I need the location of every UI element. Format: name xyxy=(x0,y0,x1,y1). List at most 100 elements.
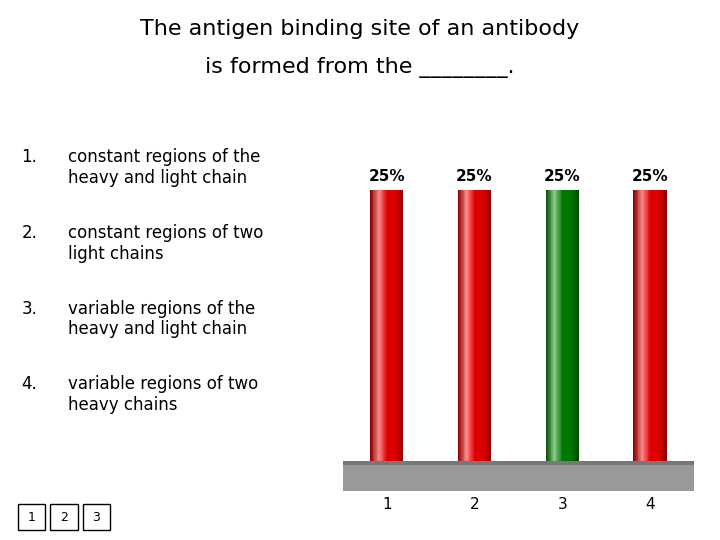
Text: 25%: 25% xyxy=(631,170,668,185)
Bar xyxy=(485,190,486,464)
Bar xyxy=(567,190,568,464)
Bar xyxy=(568,190,569,464)
Bar xyxy=(469,190,470,464)
Bar xyxy=(562,190,563,464)
Bar xyxy=(479,190,480,464)
Text: 3: 3 xyxy=(93,511,100,524)
Bar xyxy=(466,190,467,464)
Bar xyxy=(639,190,640,464)
Bar xyxy=(483,190,484,464)
Bar xyxy=(643,190,644,464)
Bar xyxy=(471,190,472,464)
Bar xyxy=(546,190,547,464)
Bar xyxy=(490,190,491,464)
Bar xyxy=(370,190,371,464)
Bar xyxy=(661,190,662,464)
Bar xyxy=(556,190,557,464)
Bar xyxy=(387,190,388,464)
Bar xyxy=(663,190,665,464)
Text: 25%: 25% xyxy=(369,170,405,185)
Bar xyxy=(375,190,376,464)
Text: is formed from the ________.: is formed from the ________. xyxy=(205,57,515,78)
Bar xyxy=(652,190,654,464)
Bar xyxy=(557,190,558,464)
Bar xyxy=(383,190,384,464)
Bar xyxy=(486,190,487,464)
Bar xyxy=(651,190,652,464)
Bar xyxy=(388,190,390,464)
Bar xyxy=(397,190,398,464)
Bar xyxy=(563,190,564,464)
Bar xyxy=(575,190,576,464)
Bar xyxy=(379,190,380,464)
Bar xyxy=(378,190,379,464)
Bar xyxy=(381,190,382,464)
Text: 1: 1 xyxy=(28,511,35,524)
Bar xyxy=(650,190,651,464)
Bar xyxy=(390,190,391,464)
Bar xyxy=(564,190,566,464)
Bar xyxy=(574,190,575,464)
Bar xyxy=(371,190,372,464)
Bar xyxy=(462,190,463,464)
Bar xyxy=(645,190,646,464)
Bar xyxy=(398,190,399,464)
Bar xyxy=(571,190,572,464)
Bar xyxy=(474,190,475,464)
Bar xyxy=(576,190,577,464)
Bar xyxy=(553,190,554,464)
Bar xyxy=(572,190,573,464)
Bar xyxy=(644,190,645,464)
Bar xyxy=(376,190,377,464)
Text: 25%: 25% xyxy=(544,170,580,185)
Bar xyxy=(343,461,694,465)
Text: 1.: 1. xyxy=(22,148,37,166)
Bar xyxy=(489,190,490,464)
Bar xyxy=(478,190,479,464)
Bar xyxy=(636,190,638,464)
Bar xyxy=(465,190,466,464)
Bar xyxy=(343,464,694,491)
Bar xyxy=(634,190,635,464)
Bar xyxy=(660,190,661,464)
Bar xyxy=(470,190,471,464)
Text: The antigen binding site of an antibody: The antigen binding site of an antibody xyxy=(140,19,580,39)
Bar xyxy=(460,190,461,464)
Bar xyxy=(386,190,387,464)
Bar xyxy=(641,190,642,464)
Bar xyxy=(395,190,396,464)
Bar xyxy=(647,190,649,464)
Bar xyxy=(391,190,392,464)
Bar xyxy=(558,190,559,464)
Bar xyxy=(656,190,657,464)
Bar xyxy=(464,190,465,464)
Text: 2: 2 xyxy=(60,511,68,524)
Text: constant regions of the
heavy and light chain: constant regions of the heavy and light … xyxy=(68,148,261,187)
Bar xyxy=(482,190,483,464)
Bar xyxy=(468,190,469,464)
Bar xyxy=(481,190,482,464)
Bar xyxy=(550,190,551,464)
Bar xyxy=(659,190,660,464)
Bar xyxy=(577,190,578,464)
Bar xyxy=(484,190,485,464)
Bar xyxy=(566,190,567,464)
Bar xyxy=(385,190,386,464)
Text: variable regions of the
heavy and light chain: variable regions of the heavy and light … xyxy=(68,300,256,339)
Bar xyxy=(476,190,477,464)
Bar xyxy=(459,190,460,464)
Bar xyxy=(642,190,643,464)
Bar xyxy=(549,190,550,464)
Bar xyxy=(560,190,561,464)
Bar xyxy=(548,190,549,464)
Bar xyxy=(487,190,488,464)
Text: 2.: 2. xyxy=(22,224,37,242)
Bar xyxy=(551,190,552,464)
Bar xyxy=(382,190,383,464)
Bar xyxy=(463,190,464,464)
Bar xyxy=(461,190,462,464)
Bar xyxy=(570,190,571,464)
Bar xyxy=(480,190,481,464)
Bar xyxy=(374,190,375,464)
Bar xyxy=(393,190,395,464)
